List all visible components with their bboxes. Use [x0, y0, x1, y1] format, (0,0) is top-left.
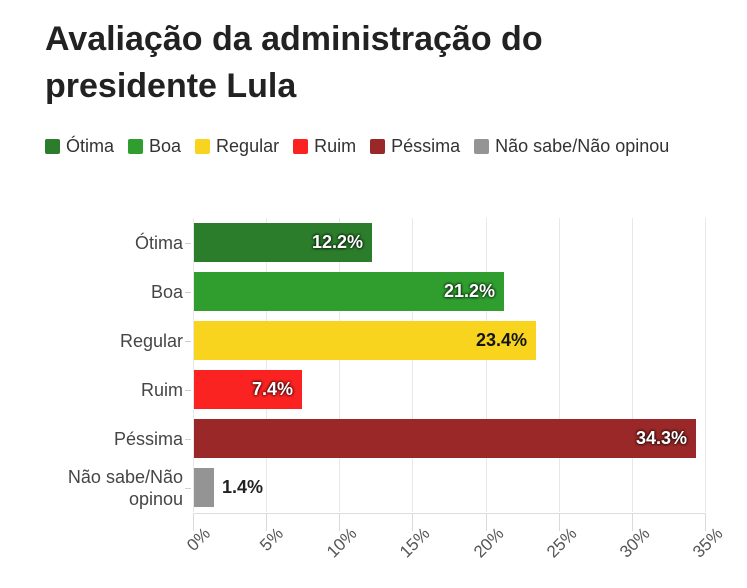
legend-label: Péssima [391, 135, 461, 156]
gridline [339, 218, 340, 512]
legend-item: Boa [128, 133, 181, 159]
legend-swatch [128, 138, 144, 154]
gridline [193, 218, 194, 512]
axis-tick [632, 513, 633, 531]
x-tick-label: 35% [688, 524, 727, 562]
x-tick-label: 20% [469, 524, 508, 562]
legend-swatch [195, 138, 211, 154]
legend-label: Boa [149, 135, 182, 156]
legend-item: Ruim [293, 133, 356, 159]
gridline [486, 218, 487, 512]
legend-item: Regular [195, 133, 279, 159]
x-tick-label: 30% [615, 524, 654, 562]
axis-tick [559, 513, 560, 531]
legend-item: Ótima [45, 133, 114, 159]
bar [194, 272, 504, 311]
category-label: Boa [150, 281, 183, 302]
legend-label: Regular [216, 135, 280, 156]
category-tick-dash [185, 243, 191, 244]
bar-value-label: 21.2% [443, 281, 495, 301]
bar-value-label: 34.3% [635, 428, 687, 448]
legend-swatch [293, 138, 309, 154]
gridline [266, 218, 267, 512]
bar [194, 321, 536, 360]
bar [194, 419, 696, 458]
legend-label: Não sabe/Não opinou [495, 135, 670, 156]
category-tick-dash [185, 488, 191, 489]
bar-value-label: 12.2% [311, 232, 363, 252]
bar-value-label: 7.4% [251, 379, 293, 399]
legend-label: Ótima [66, 135, 115, 156]
category-label: Ótima [134, 232, 183, 253]
axis-tick [705, 513, 706, 531]
axis-tick [193, 513, 194, 531]
legend-item: Péssima [370, 133, 460, 159]
category-tick-dash [185, 292, 191, 293]
axis-tick [266, 513, 267, 531]
bar [194, 370, 302, 409]
axis-tick [486, 513, 487, 531]
category-label: Regular [119, 330, 183, 351]
category-tick-dash [185, 341, 191, 342]
x-tick-label: 25% [542, 524, 581, 562]
x-tick-label: 10% [322, 524, 361, 562]
axis-tick [339, 513, 340, 531]
gridline [559, 218, 560, 512]
legend-swatch [474, 138, 490, 154]
bar [194, 468, 214, 507]
legend-swatch [45, 138, 60, 154]
chart-title: Avaliação da administração do presidente… [45, 20, 543, 105]
axis-tick [412, 513, 413, 531]
category-label: Não sabe/Não opinou [67, 466, 183, 509]
category-label: Ruim [140, 379, 183, 400]
legend-swatch [370, 138, 386, 154]
bar [194, 223, 372, 262]
bar-value-label: 1.4% [222, 477, 264, 497]
category-label: Péssima [113, 428, 183, 449]
bar-value-label: 23.4% [475, 330, 527, 350]
chart-legend: Ótima Boa Regular Ruim Péssima Não sabe/Não o… [45, 133, 695, 159]
gridline [705, 218, 706, 512]
gridline [632, 218, 633, 512]
gridline [412, 218, 413, 512]
category-tick-dash [185, 439, 191, 440]
x-tick-label: 5% [256, 524, 288, 555]
legend-label: Ruim [314, 135, 357, 156]
x-tick-label: 15% [395, 524, 434, 562]
legend-item: Não sabe/Não opinou [474, 133, 669, 159]
axis-baseline [193, 513, 705, 514]
category-tick-dash [185, 390, 191, 391]
x-tick-label: 0% [183, 524, 215, 555]
